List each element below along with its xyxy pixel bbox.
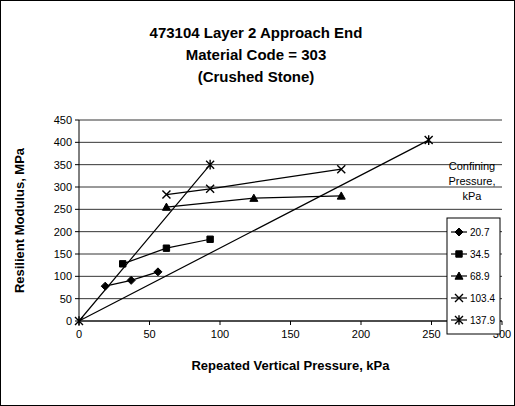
data-point: [206, 160, 214, 170]
title: 473104 Layer 2 Approach End Material Code…: [150, 24, 363, 85]
legend-title-line: Pressure,: [448, 175, 495, 187]
y-tick: [75, 276, 79, 277]
data-point: [163, 245, 169, 251]
y-tick-label: 400: [54, 136, 72, 148]
grid-line: [79, 231, 502, 232]
legend-label: 137.9: [470, 315, 495, 326]
legend-title-line: kPa: [463, 190, 483, 202]
title-line: 473104 Layer 2 Approach End: [150, 24, 363, 41]
y-tick: [75, 209, 79, 210]
chart: 473104 Layer 2 Approach End Material Code…: [0, 0, 515, 406]
y-tick: [75, 142, 79, 143]
grid-line: [79, 142, 502, 143]
data-point: [250, 194, 258, 201]
legend-marker: [456, 251, 462, 257]
data-point: [75, 316, 83, 326]
legend-box: [447, 218, 500, 334]
grid-line: [79, 298, 502, 299]
grid-line: [79, 254, 502, 255]
title-line: Material Code = 303: [186, 46, 326, 63]
x-tick-label: 50: [143, 328, 155, 340]
x-tick: [149, 321, 150, 325]
y-axis: [79, 120, 80, 321]
y-tick-label: 100: [54, 270, 72, 282]
data-point: [162, 191, 170, 199]
y-tick: [75, 120, 79, 121]
y-tick-label: 150: [54, 248, 72, 260]
x-tick: [431, 321, 432, 325]
x-tick-label: 0: [76, 328, 82, 340]
y-tick: [75, 231, 79, 232]
series-line: [79, 140, 429, 321]
title-line: (Crushed Stone): [198, 68, 315, 85]
x-tick: [220, 321, 221, 325]
legend-label: 103.4: [470, 293, 495, 304]
y-tick-label: 50: [60, 293, 72, 305]
y-tick: [75, 187, 79, 188]
grid-line: [79, 120, 502, 121]
grid-line: [79, 209, 502, 210]
chart-frame: [1, 1, 515, 406]
grid-line: [79, 164, 502, 165]
data-point: [425, 135, 433, 145]
data-point: [206, 185, 214, 193]
y-axis-label: Resilient Modulus, MPa: [12, 147, 27, 293]
legend-marker: [455, 315, 463, 325]
series-line: [166, 169, 341, 194]
y-tick-label: 300: [54, 181, 72, 193]
data-point: [162, 203, 170, 210]
x-tick-label: 200: [352, 328, 370, 340]
data-point: [154, 268, 162, 276]
data-point: [207, 236, 213, 242]
legend-marker: [455, 272, 463, 279]
y-tick-label: 0: [66, 315, 72, 327]
x-tick: [290, 321, 291, 325]
x-tick-label: 100: [211, 328, 229, 340]
y-tick-label: 350: [54, 159, 72, 171]
plot-area: [75, 135, 433, 325]
legend-title: Confining Pressure, kPa: [448, 160, 495, 202]
y-tick: [75, 164, 79, 165]
x-tick: [502, 321, 503, 325]
x-axis-label: Repeated Vertical Pressure, kPa: [191, 358, 390, 373]
legend-entry: 20.7: [451, 227, 490, 238]
x-axis: [79, 321, 502, 322]
grid-line: [79, 187, 502, 188]
y-tick-label: 200: [54, 226, 72, 238]
legend-entry: 103.4: [451, 293, 495, 304]
y-tick-label: 450: [54, 114, 72, 126]
x-tick: [361, 321, 362, 325]
legend-entry: 34.5: [451, 249, 490, 260]
legend-entry: 68.9: [451, 271, 490, 282]
legend-marker: [455, 228, 463, 236]
legend-label: 20.7: [470, 227, 490, 238]
data-point: [337, 192, 345, 199]
legend-title-line: Confining: [449, 160, 495, 172]
grid-line: [79, 321, 502, 322]
legend-marker: [455, 294, 463, 302]
y-tick-label: 250: [54, 203, 72, 215]
data-point: [127, 276, 135, 284]
x-tick-label: 250: [422, 328, 440, 340]
y-tick: [75, 298, 79, 299]
legend-label: 34.5: [470, 249, 490, 260]
data-point: [337, 165, 345, 173]
legend-label: 68.9: [470, 271, 490, 282]
legend-entry: 137.9: [451, 315, 495, 326]
x-tick-label: 150: [281, 328, 299, 340]
y-tick: [75, 254, 79, 255]
